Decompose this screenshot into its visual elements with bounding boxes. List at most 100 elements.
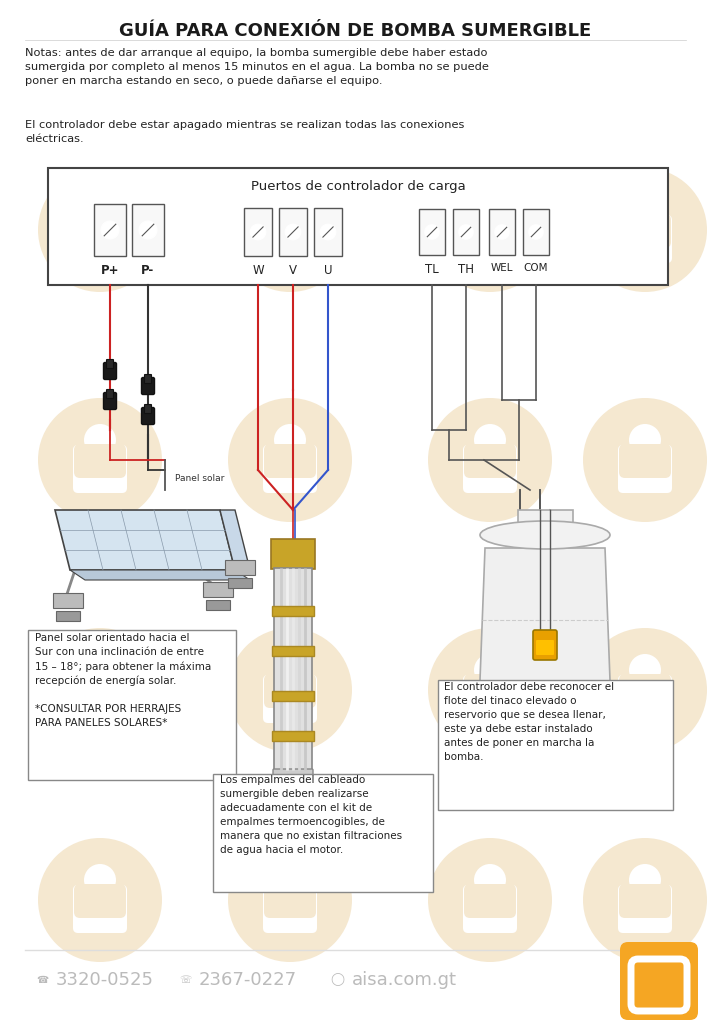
FancyBboxPatch shape: [619, 674, 671, 708]
Text: Puertos de controlador de carga: Puertos de controlador de carga: [250, 180, 466, 193]
FancyBboxPatch shape: [144, 375, 151, 384]
FancyBboxPatch shape: [518, 510, 572, 530]
FancyBboxPatch shape: [463, 215, 517, 263]
Circle shape: [139, 221, 157, 239]
Text: ☏: ☏: [179, 975, 191, 985]
Text: P-: P-: [141, 264, 154, 278]
FancyBboxPatch shape: [619, 884, 671, 918]
Circle shape: [274, 424, 306, 456]
FancyBboxPatch shape: [536, 640, 554, 655]
FancyBboxPatch shape: [273, 769, 313, 783]
FancyBboxPatch shape: [263, 215, 317, 263]
Circle shape: [629, 864, 661, 896]
FancyBboxPatch shape: [619, 444, 671, 478]
FancyBboxPatch shape: [620, 942, 698, 1020]
Polygon shape: [55, 510, 235, 570]
FancyBboxPatch shape: [74, 884, 126, 918]
FancyBboxPatch shape: [272, 731, 314, 741]
Circle shape: [285, 224, 301, 240]
Ellipse shape: [480, 521, 610, 549]
FancyBboxPatch shape: [107, 389, 114, 398]
FancyBboxPatch shape: [274, 568, 312, 770]
Text: El controlador debe reconocer el
flote del tinaco elevado o
reservorio que se de: El controlador debe reconocer el flote d…: [444, 682, 614, 762]
Circle shape: [474, 654, 506, 686]
FancyBboxPatch shape: [438, 680, 673, 810]
FancyBboxPatch shape: [203, 582, 233, 597]
Text: GUÍA PARA CONEXIÓN DE BOMBA SUMERGIBLE: GUÍA PARA CONEXIÓN DE BOMBA SUMERGIBLE: [119, 22, 591, 40]
FancyBboxPatch shape: [73, 675, 127, 723]
FancyBboxPatch shape: [74, 444, 126, 478]
FancyBboxPatch shape: [213, 774, 433, 892]
FancyBboxPatch shape: [263, 675, 317, 723]
FancyBboxPatch shape: [225, 560, 255, 575]
FancyBboxPatch shape: [264, 214, 316, 248]
Text: Notas: antes de dar arranque al equipo, la bomba sumergible debe haber estado
su: Notas: antes de dar arranque al equipo, …: [25, 48, 489, 86]
FancyBboxPatch shape: [533, 630, 557, 660]
FancyBboxPatch shape: [74, 214, 126, 248]
FancyBboxPatch shape: [104, 392, 117, 410]
Circle shape: [250, 224, 266, 240]
FancyBboxPatch shape: [619, 214, 671, 248]
Circle shape: [274, 864, 306, 896]
FancyBboxPatch shape: [244, 208, 272, 256]
Text: Panel solar orientado hacia el
Sur con una inclinación de entre
15 – 18°; para o: Panel solar orientado hacia el Sur con u…: [35, 633, 211, 728]
FancyBboxPatch shape: [419, 209, 445, 255]
Polygon shape: [480, 548, 610, 700]
Circle shape: [38, 838, 162, 962]
Text: COM: COM: [524, 263, 548, 273]
Circle shape: [428, 168, 552, 292]
FancyBboxPatch shape: [263, 445, 317, 493]
FancyBboxPatch shape: [141, 378, 154, 394]
Text: 3320-0525: 3320-0525: [56, 971, 154, 989]
FancyBboxPatch shape: [48, 168, 668, 285]
Text: W: W: [252, 264, 264, 278]
Text: P+: P+: [101, 264, 119, 278]
FancyBboxPatch shape: [132, 204, 164, 256]
Text: El controlador debe estar apagado mientras se realizan todas las conexiones
eléc: El controlador debe estar apagado mientr…: [25, 120, 464, 144]
Circle shape: [84, 194, 116, 226]
Text: ◯: ◯: [330, 974, 344, 986]
Circle shape: [428, 398, 552, 522]
Circle shape: [529, 224, 543, 240]
Text: Panel solar: Panel solar: [175, 474, 225, 483]
FancyBboxPatch shape: [463, 445, 517, 493]
Circle shape: [84, 424, 116, 456]
Circle shape: [495, 224, 509, 240]
Circle shape: [583, 168, 707, 292]
FancyBboxPatch shape: [107, 359, 114, 369]
Circle shape: [38, 398, 162, 522]
FancyBboxPatch shape: [271, 539, 315, 569]
FancyBboxPatch shape: [264, 444, 316, 478]
Circle shape: [84, 864, 116, 896]
Circle shape: [228, 398, 352, 522]
Circle shape: [228, 838, 352, 962]
FancyBboxPatch shape: [28, 630, 236, 780]
Circle shape: [474, 424, 506, 456]
FancyBboxPatch shape: [73, 445, 127, 493]
Circle shape: [101, 221, 119, 239]
FancyBboxPatch shape: [314, 208, 342, 256]
Circle shape: [320, 224, 336, 240]
FancyBboxPatch shape: [272, 691, 314, 701]
FancyBboxPatch shape: [104, 362, 117, 380]
Text: V: V: [289, 264, 297, 278]
FancyBboxPatch shape: [453, 209, 479, 255]
FancyBboxPatch shape: [264, 674, 316, 708]
FancyBboxPatch shape: [463, 885, 517, 933]
Circle shape: [583, 628, 707, 752]
Polygon shape: [70, 570, 250, 580]
Circle shape: [474, 864, 506, 896]
Circle shape: [228, 168, 352, 292]
FancyBboxPatch shape: [618, 675, 672, 723]
Circle shape: [428, 838, 552, 962]
FancyBboxPatch shape: [272, 606, 314, 616]
Circle shape: [274, 654, 306, 686]
Circle shape: [629, 194, 661, 226]
Circle shape: [228, 628, 352, 752]
Text: WEL: WEL: [491, 263, 513, 273]
FancyBboxPatch shape: [464, 444, 516, 478]
Circle shape: [629, 424, 661, 456]
FancyBboxPatch shape: [618, 215, 672, 263]
FancyBboxPatch shape: [523, 209, 549, 255]
Circle shape: [38, 628, 162, 752]
